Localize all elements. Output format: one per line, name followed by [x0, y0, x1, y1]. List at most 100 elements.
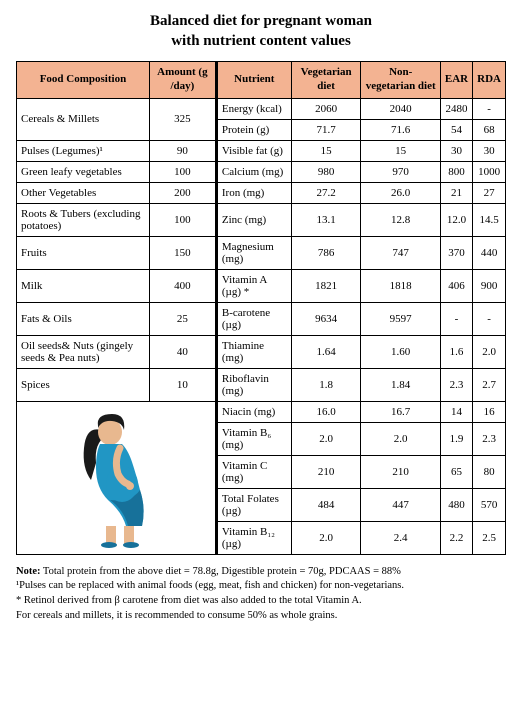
table-row: Roots & Tubers (excluding potatoes) 100Z… [17, 203, 506, 236]
illustration-cell [17, 401, 217, 554]
nutrient-veg: 2060 [291, 98, 361, 119]
note-line-2: ¹Pulses can be replaced with animal food… [16, 580, 404, 591]
nutrient-veg: 980 [291, 161, 361, 182]
nutrient-ear: 30 [440, 140, 472, 161]
nutrient-name: Visible fat (g) [216, 140, 291, 161]
table-row: Fruits 150Magnesium (mg) 786 747 370 440 [17, 236, 506, 269]
nutrient-veg: 15 [291, 140, 361, 161]
nutrient-name: Total Folates (µg) [216, 488, 291, 521]
nutrient-name: Vitamin A (µg) * [216, 269, 291, 302]
nutrient-veg: 2.0 [291, 521, 361, 554]
food-amount: 25 [149, 302, 216, 335]
food-amount: 325 [149, 98, 216, 140]
nutrient-nonveg: 1818 [361, 269, 440, 302]
nutrient-ear: 2.3 [440, 368, 472, 401]
nutrient-veg: 210 [291, 455, 361, 488]
note-line-1: Total protein from the above diet = 78.8… [41, 566, 401, 577]
food-name: Pulses (Legumes)¹ [17, 140, 150, 161]
nutrient-veg: 2.0 [291, 422, 361, 455]
nutrient-name: Zinc (mg) [216, 203, 291, 236]
nutrient-rda: 440 [473, 236, 506, 269]
food-amount: 400 [149, 269, 216, 302]
nutrient-rda: 2.3 [473, 422, 506, 455]
food-amount: 150 [149, 236, 216, 269]
nutrient-rda: 900 [473, 269, 506, 302]
food-name: Green leafy vegetables [17, 161, 150, 182]
title-line-1: Balanced diet for pregnant woman [150, 13, 372, 29]
col-veg: Vegetarian diet [291, 62, 361, 99]
nutrient-name: Calcium (mg) [216, 161, 291, 182]
nutrient-rda: 14.5 [473, 203, 506, 236]
table-row: Milk 400Vitamin A (µg) * 1821 1818 406 9… [17, 269, 506, 302]
food-name: Roots & Tubers (excluding potatoes) [17, 203, 150, 236]
table-row: Oil seeds& Nuts (gingely seeds & Pea nut… [17, 335, 506, 368]
food-amount: 100 [149, 203, 216, 236]
nutrient-name: Vitamin B₁₂ (µg) [216, 521, 291, 554]
food-name: Oil seeds& Nuts (gingely seeds & Pea nut… [17, 335, 150, 368]
food-amount: 10 [149, 368, 216, 401]
notes-block: Note: Total protein from the above diet … [16, 565, 506, 624]
nutrient-ear: 65 [440, 455, 472, 488]
nutrient-veg: 484 [291, 488, 361, 521]
nutrient-veg: 71.7 [291, 119, 361, 140]
nutrient-rda: - [473, 302, 506, 335]
col-nonveg: Non-vegetarian diet [361, 62, 440, 99]
nutrient-name: Vitamin B₆ (mg) [216, 422, 291, 455]
nutrient-name: Vitamin C (mg) [216, 455, 291, 488]
nutrient-nonveg: 2.0 [361, 422, 440, 455]
note-label: Note: [16, 566, 41, 577]
nutrient-veg: 9634 [291, 302, 361, 335]
nutrient-rda: 68 [473, 119, 506, 140]
nutrient-name: B-carotene (µg) [216, 302, 291, 335]
nutrient-veg: 786 [291, 236, 361, 269]
nutrient-veg: 1821 [291, 269, 361, 302]
nutrient-name: Energy (kcal) [216, 98, 291, 119]
nutrient-rda: 1000 [473, 161, 506, 182]
nutrient-veg: 16.0 [291, 401, 361, 422]
food-amount: 90 [149, 140, 216, 161]
col-rda: RDA [473, 62, 506, 99]
nutrient-ear: 54 [440, 119, 472, 140]
food-name: Fruits [17, 236, 150, 269]
food-name: Milk [17, 269, 150, 302]
nutrient-nonveg: 747 [361, 236, 440, 269]
table-row: Other Vegetables 200Iron (mg) 27.2 26.0 … [17, 182, 506, 203]
title-line-2: with nutrient content values [171, 33, 351, 49]
table-row: Niacin (mg) 16.0 16.7 14 16 [17, 401, 506, 422]
nutrient-veg: 1.8 [291, 368, 361, 401]
table-row: Green leafy vegetables 100Calcium (mg) 9… [17, 161, 506, 182]
nutrient-nonveg: 16.7 [361, 401, 440, 422]
nutrient-ear: - [440, 302, 472, 335]
pregnant-woman-icon [66, 408, 166, 548]
diet-table: Food Composition Amount (g /day) Nutrien… [16, 61, 506, 555]
nutrient-ear: 14 [440, 401, 472, 422]
col-nutrient: Nutrient [216, 62, 291, 99]
page-title: Balanced diet for pregnant woman with nu… [16, 12, 506, 51]
nutrient-rda: 2.7 [473, 368, 506, 401]
nutrient-nonveg: 9597 [361, 302, 440, 335]
nutrient-name: Iron (mg) [216, 182, 291, 203]
nutrient-nonveg: 2040 [361, 98, 440, 119]
nutrient-rda: 27 [473, 182, 506, 203]
food-amount: 200 [149, 182, 216, 203]
nutrient-nonveg: 1.84 [361, 368, 440, 401]
nutrient-nonveg: 71.6 [361, 119, 440, 140]
nutrient-nonveg: 15 [361, 140, 440, 161]
nutrient-veg: 13.1 [291, 203, 361, 236]
nutrient-nonveg: 447 [361, 488, 440, 521]
nutrient-nonveg: 2.4 [361, 521, 440, 554]
food-name: Fats & Oils [17, 302, 150, 335]
nutrient-name: Thiamine (mg) [216, 335, 291, 368]
food-name: Other Vegetables [17, 182, 150, 203]
nutrient-rda: 570 [473, 488, 506, 521]
nutrient-ear: 12.0 [440, 203, 472, 236]
nutrient-name: Riboflavin (mg) [216, 368, 291, 401]
nutrient-nonveg: 26.0 [361, 182, 440, 203]
nutrient-ear: 2.2 [440, 521, 472, 554]
nutrient-veg: 1.64 [291, 335, 361, 368]
nutrient-rda: 16 [473, 401, 506, 422]
note-line-4: For cereals and millets, it is recommend… [16, 610, 337, 621]
col-food: Food Composition [17, 62, 150, 99]
nutrient-nonveg: 970 [361, 161, 440, 182]
nutrient-rda: 2.5 [473, 521, 506, 554]
